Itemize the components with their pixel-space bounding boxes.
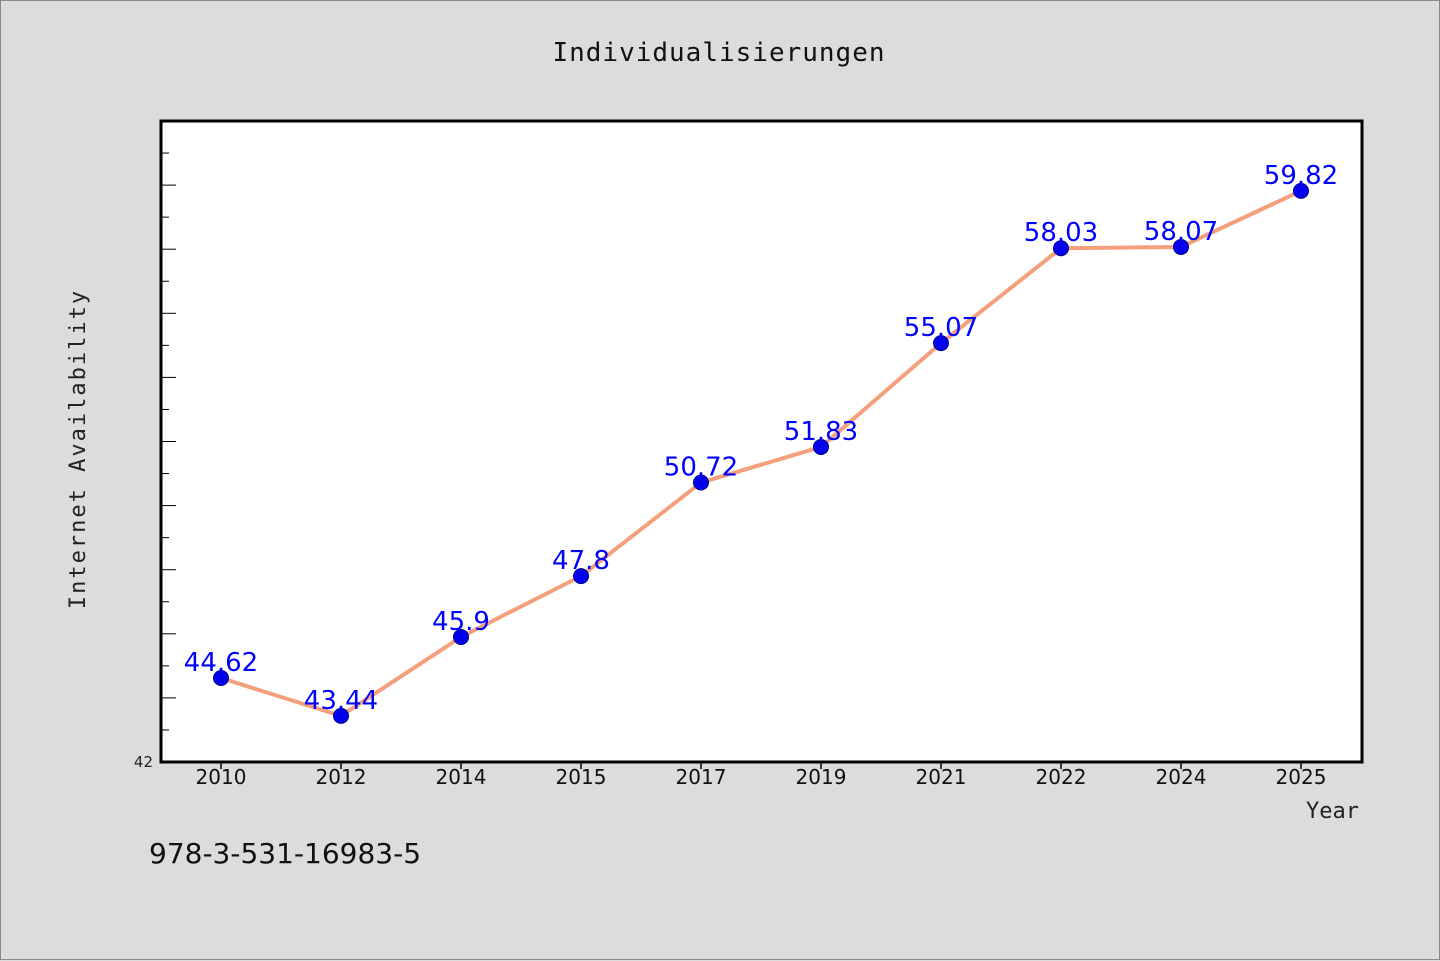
x-tick-label: 2012 (316, 765, 367, 789)
data-label: 44.62 (184, 648, 258, 678)
data-label: 58.03 (1024, 218, 1098, 248)
data-point (813, 438, 829, 455)
x-tick-label: 2025 (1276, 765, 1327, 789)
plot-area (159, 119, 1364, 764)
x-tick-label: 2015 (556, 765, 607, 789)
footnote: 978-3-531-16983-5 (149, 837, 421, 870)
data-label: 51.83 (784, 417, 858, 447)
y-tick-label: 42 (134, 753, 153, 771)
x-tick-label: 2019 (796, 765, 847, 789)
data-label: 43.44 (304, 686, 378, 716)
data-point (573, 568, 589, 585)
data-label: 59.82 (1264, 161, 1338, 191)
data-point (453, 629, 469, 646)
x-tick-label: 2022 (1036, 765, 1087, 789)
data-point (213, 670, 229, 687)
x-tick-label: 2010 (196, 765, 247, 789)
data-label: 55.07 (904, 313, 978, 343)
x-tick-label: 2017 (676, 765, 727, 789)
y-axis-label: Internet Availability (66, 289, 91, 609)
series-line (220, 189, 1302, 718)
x-axis-ticks (220, 762, 1302, 769)
data-label: 45.9 (432, 607, 490, 637)
data-point (1053, 240, 1069, 257)
data-point (693, 474, 709, 491)
chart-title: Individualisierungen (552, 38, 885, 68)
data-label: 47.8 (552, 546, 610, 576)
data-point (933, 335, 949, 352)
data-point (1173, 238, 1189, 255)
x-axis-tick-labels: 2010 2012 2014 2015 2017 2019 2021 2022 2024 2025 (196, 765, 1327, 789)
data-point (333, 707, 349, 724)
data-point (1293, 182, 1309, 199)
x-axis-label: Year (1306, 799, 1359, 824)
x-tick-label: 2024 (1156, 765, 1207, 789)
data-label: 58.07 (1144, 217, 1218, 247)
x-tick-label: 2021 (916, 765, 967, 789)
x-tick-label: 2014 (436, 765, 487, 789)
y-axis-ticks (160, 120, 176, 763)
data-label: 50.72 (664, 453, 738, 483)
data-labels: 44.62 43.44 45.9 47.8 50.72 51.83 55.07 58.03 58… (184, 161, 1338, 716)
series-markers (213, 182, 1309, 724)
